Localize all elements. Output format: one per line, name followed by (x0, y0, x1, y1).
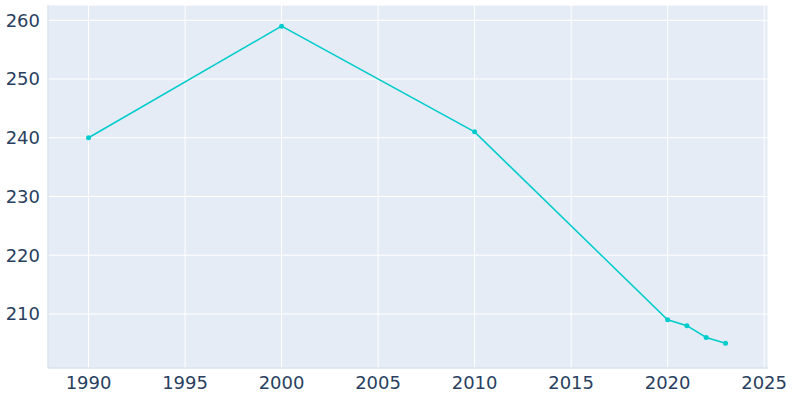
svg-text:230: 230 (8, 186, 40, 207)
svg-text:210: 210 (8, 303, 40, 324)
svg-text:2015: 2015 (548, 372, 594, 393)
svg-text:260: 260 (8, 10, 40, 31)
svg-text:220: 220 (8, 245, 40, 266)
svg-text:2020: 2020 (645, 372, 691, 393)
svg-text:1990: 1990 (66, 372, 112, 393)
svg-text:1995: 1995 (162, 372, 208, 393)
svg-text:2000: 2000 (259, 372, 305, 393)
svg-text:2005: 2005 (355, 372, 401, 393)
svg-text:2010: 2010 (452, 372, 498, 393)
svg-text:2025: 2025 (741, 372, 787, 393)
svg-text:240: 240 (8, 127, 40, 148)
svg-text:250: 250 (8, 68, 40, 89)
